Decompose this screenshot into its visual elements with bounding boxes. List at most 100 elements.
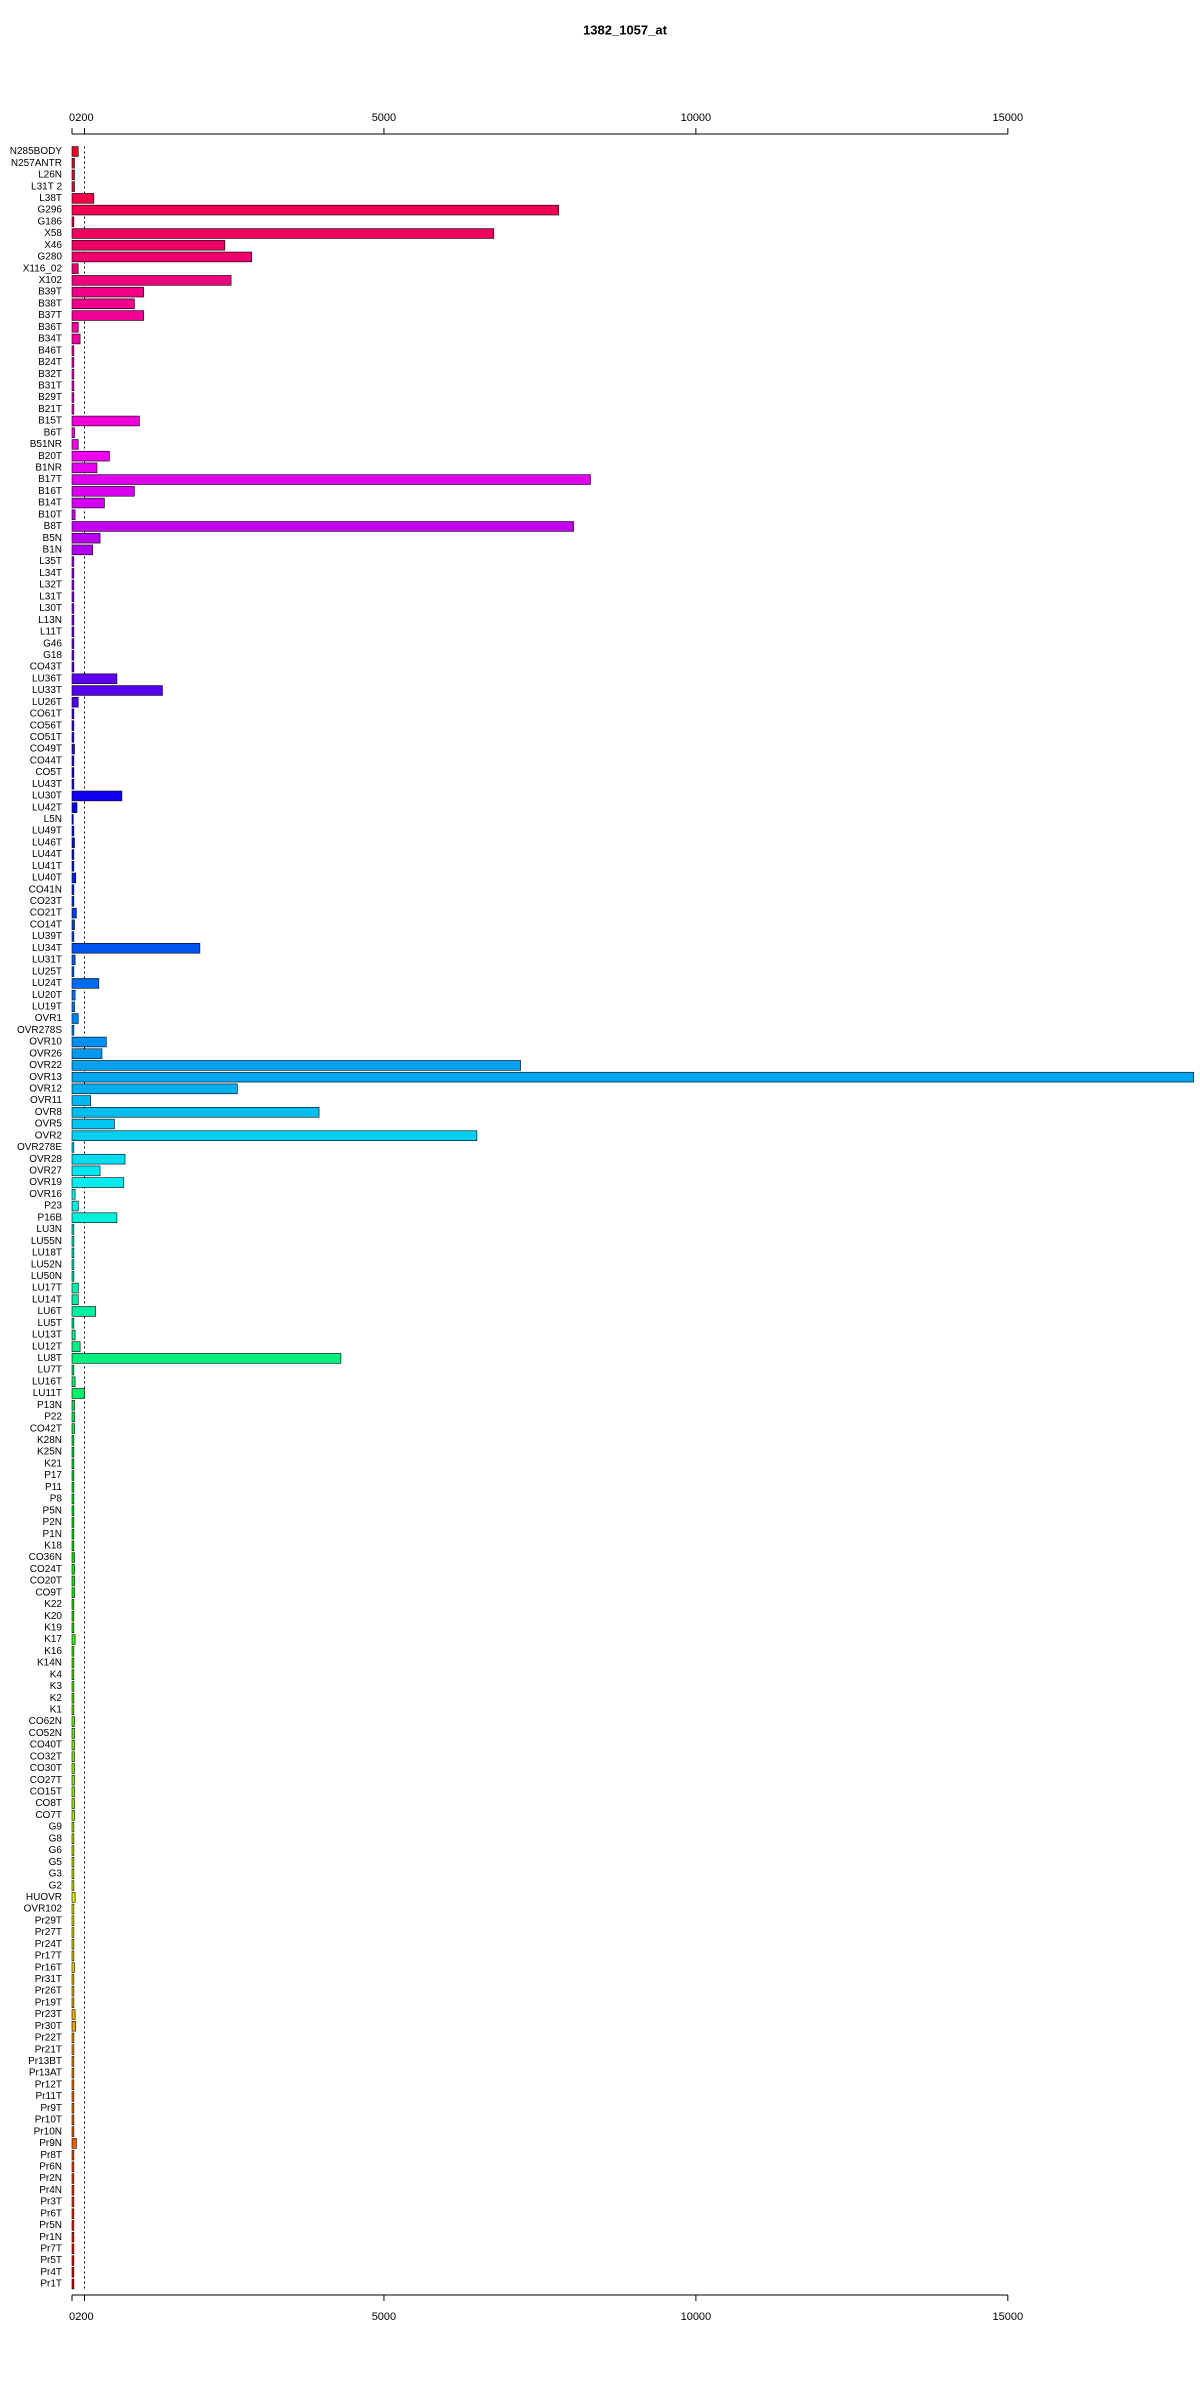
y-tick-label: L13N <box>38 615 62 626</box>
bar <box>71 1892 76 1903</box>
bar <box>71 568 75 579</box>
y-tick-label: CO51T <box>30 732 62 743</box>
y-tick-label: B20T <box>38 451 62 462</box>
bar <box>71 989 76 1001</box>
y-tick-label: B16T <box>38 486 62 497</box>
bar <box>71 1692 75 1704</box>
bar <box>71 462 98 474</box>
bar <box>71 1411 75 1423</box>
bar <box>71 931 75 942</box>
bar <box>71 474 591 485</box>
y-tick-label: K17 <box>44 1634 62 1645</box>
bar <box>71 181 75 192</box>
y-tick-label: Pr13BT <box>28 2056 62 2067</box>
y-tick-label: LU8T <box>38 1353 62 1364</box>
bar <box>71 1634 76 1645</box>
bar <box>71 1575 75 1587</box>
y-tick-label: K19 <box>44 1622 62 1633</box>
bar <box>71 1317 75 1329</box>
bar <box>71 1786 75 1798</box>
bar <box>71 404 75 415</box>
y-tick-label: LU36T <box>32 673 62 684</box>
y-tick-label: LU7T <box>38 1365 62 1376</box>
y-tick-label: G3 <box>49 1869 63 1880</box>
bar <box>71 673 118 684</box>
bar <box>71 1189 76 1200</box>
y-tick-label: B38T <box>38 298 62 309</box>
y-tick-label: Pr3T <box>40 2197 62 2208</box>
y-tick-label: CO61T <box>30 709 62 720</box>
y-tick-label: P1N <box>43 1529 62 1540</box>
y-tick-label: B15T <box>38 416 62 427</box>
bar <box>71 368 75 380</box>
y-tick-label: L31T <box>39 591 62 602</box>
bar <box>71 157 75 169</box>
y-tick-label: OVR10 <box>29 1037 62 1048</box>
y-tick-label: CO14T <box>30 919 62 930</box>
y-tick-label: G2 <box>49 1880 63 1891</box>
y-tick-label: B1NR <box>35 463 62 474</box>
y-tick-label: LU33T <box>32 685 62 696</box>
bar <box>71 1025 75 1036</box>
bar <box>71 1810 75 1821</box>
y-tick-label: Pr6N <box>39 2161 62 2172</box>
y-tick-label: Pr10T <box>35 2115 62 2126</box>
bar <box>71 486 135 497</box>
y-tick-label: LU3N <box>36 1224 62 1235</box>
bar <box>71 603 75 614</box>
bar <box>71 1060 521 1071</box>
y-tick-label: Pr22T <box>35 2033 62 2044</box>
bar <box>71 146 79 157</box>
y-tick-label: Pr24T <box>35 1939 62 1950</box>
bar <box>71 2255 75 2266</box>
y-tick-label: B8T <box>44 521 62 532</box>
bar <box>71 837 75 849</box>
bar <box>71 1868 75 1880</box>
x-tick-label: 200 <box>75 112 93 124</box>
y-tick-label: OVR28 <box>29 1154 62 1165</box>
bar <box>71 1388 85 1399</box>
y-tick-label: LU13T <box>32 1330 62 1341</box>
y-tick-label: Pr30T <box>35 2021 62 2032</box>
y-tick-label: Pr7T <box>40 2243 62 2254</box>
bar <box>71 1728 75 1739</box>
bar <box>71 193 95 204</box>
y-tick-label: P16B <box>38 1212 63 1223</box>
y-tick-label: K18 <box>44 1540 62 1551</box>
bar <box>71 2196 75 2208</box>
y-tick-label: L31T 2 <box>31 181 62 192</box>
bar <box>71 1798 75 1809</box>
bar <box>71 1200 79 1212</box>
y-tick-label: Pr23T <box>35 2009 62 2020</box>
bar <box>71 1845 75 1856</box>
bar <box>71 1528 75 1540</box>
bar <box>71 1880 75 1891</box>
bar <box>71 439 79 450</box>
bar <box>71 1540 75 1552</box>
bar <box>71 1435 75 1446</box>
y-tick-label: Pr26T <box>35 1986 62 1997</box>
bar <box>71 1142 75 1153</box>
y-tick-label: B17T <box>38 474 62 485</box>
bar <box>71 544 93 556</box>
bar <box>71 1763 75 1774</box>
bar <box>71 2208 75 2219</box>
bar <box>71 2278 75 2290</box>
bar <box>71 802 78 813</box>
y-tick-label: B24T <box>38 357 62 368</box>
bar <box>71 1985 75 1997</box>
y-tick-label: G6 <box>49 1845 63 1856</box>
y-tick-label: P22 <box>44 1412 62 1423</box>
bar <box>71 2126 75 2137</box>
y-tick-label: CO41N <box>29 884 62 895</box>
bar <box>71 392 75 403</box>
bar <box>71 1353 342 1364</box>
y-tick-label: OVR22 <box>29 1060 62 1071</box>
y-tick-label: Pr4N <box>39 2185 62 2196</box>
y-tick-label: Pr13AT <box>29 2068 62 2079</box>
y-tick-label: K4 <box>50 1669 63 1680</box>
y-tick-label: P8 <box>50 1494 63 1505</box>
bar <box>71 2185 75 2196</box>
y-tick-label: OVR1 <box>35 1013 63 1024</box>
